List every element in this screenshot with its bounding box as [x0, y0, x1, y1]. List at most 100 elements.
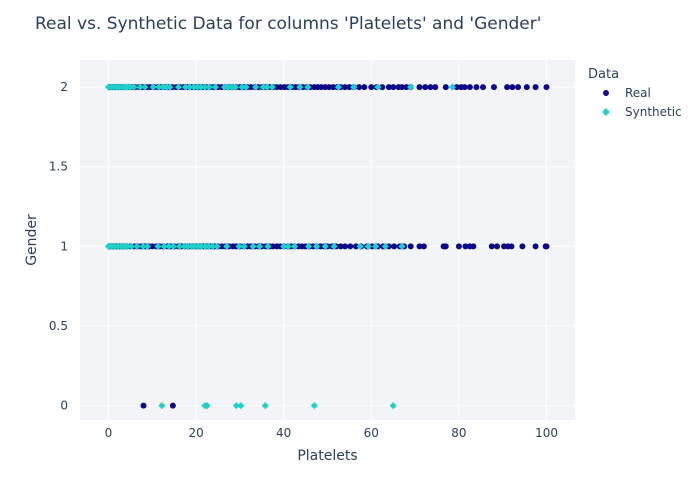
data-point-real: [342, 243, 349, 250]
data-point-synthetic: [330, 242, 338, 250]
data-point-synthetic: [197, 83, 205, 91]
data-point-real: [379, 84, 386, 91]
data-point-synthetic: [213, 242, 221, 250]
data-point-synthetic: [259, 83, 267, 91]
data-point-synthetic: [181, 83, 190, 91]
data-point-synthetic: [149, 83, 157, 91]
legend-item-real[interactable]: Real: [603, 86, 651, 100]
data-point-synthetic: [310, 402, 318, 410]
data-point-synthetic: [211, 83, 219, 91]
legend-item-synthetic[interactable]: Synthetic: [602, 105, 682, 119]
data-point-synthetic: [334, 83, 343, 91]
data-point-real: [543, 84, 550, 91]
data-point-synthetic: [205, 83, 213, 91]
data-point-synthetic: [203, 402, 211, 410]
data-point-synthetic: [252, 83, 260, 91]
x-tick-label: 100: [535, 426, 558, 440]
data-point-real: [169, 402, 176, 409]
x-tick-label: 60: [364, 426, 379, 440]
data-point-synthetic: [374, 83, 382, 91]
y-tick-label: 1.5: [49, 160, 68, 174]
data-point-synthetic: [261, 402, 269, 410]
data-point-real: [523, 84, 530, 91]
data-point-synthetic: [154, 242, 162, 250]
y-tick-label: 0.5: [49, 319, 68, 333]
data-point-real: [442, 243, 449, 250]
data-point-synthetic: [381, 242, 389, 250]
y-tick-label: 0: [60, 399, 68, 413]
legend-marker-real: [603, 90, 609, 96]
data-point-synthetic: [296, 83, 304, 91]
data-point-real: [504, 84, 511, 91]
legend-title: Data: [588, 67, 619, 82]
data-point-synthetic: [312, 242, 321, 250]
data-point-synthetic: [133, 242, 141, 250]
data-point-synthetic: [304, 83, 312, 91]
data-point-synthetic: [389, 402, 397, 410]
data-point-synthetic: [158, 402, 166, 410]
data-point-synthetic: [305, 242, 313, 250]
data-point-synthetic: [184, 242, 192, 250]
data-point-synthetic: [242, 83, 250, 91]
data-point-real: [356, 84, 363, 91]
data-point-real: [390, 84, 397, 91]
data-point-synthetic: [127, 242, 135, 250]
data-point-synthetic: [139, 242, 147, 250]
data-point-synthetic: [166, 83, 174, 91]
data-point-real: [480, 84, 487, 91]
y-tick-label: 2: [60, 80, 68, 94]
data-point-synthetic: [286, 83, 294, 91]
data-point-synthetic: [280, 242, 288, 250]
data-point-synthetic: [232, 402, 240, 410]
data-point-real: [470, 243, 477, 250]
x-tick-labels: 0 20 40 60 80 100: [105, 426, 558, 440]
x-tick-label: 40: [276, 426, 291, 440]
data-point-synthetic: [174, 83, 183, 91]
data-point-real: [462, 243, 469, 250]
data-point-real: [398, 84, 405, 91]
data-point-real: [494, 243, 501, 250]
data-point-real: [427, 84, 434, 91]
data-point-real: [342, 84, 349, 91]
data-point-synthetic: [165, 242, 173, 250]
legend: Data Real Synthetic: [588, 67, 682, 119]
data-point-synthetic: [155, 83, 163, 91]
data-point-synthetic: [448, 83, 456, 91]
data-point-synthetic: [256, 242, 264, 250]
plot-area: [80, 60, 575, 420]
legend-label-synthetic: Synthetic: [625, 105, 682, 119]
data-point-synthetic: [364, 242, 372, 250]
data-point-real: [515, 84, 522, 91]
data-point-synthetic: [350, 83, 358, 91]
data-point-synthetic: [143, 242, 152, 250]
data-point-real: [422, 84, 429, 91]
data-point-real: [361, 84, 368, 91]
data-point-synthetic: [160, 242, 168, 250]
data-point-real: [455, 243, 462, 250]
data-point-synthetic: [238, 83, 246, 91]
data-point-synthetic: [249, 242, 257, 250]
x-gridlines: [107, 60, 548, 420]
data-point-real: [432, 84, 439, 91]
chart-title: Real vs. Synthetic Data for columns 'Pla…: [35, 14, 541, 34]
data-point-synthetic: [231, 83, 240, 91]
data-point-real: [519, 243, 526, 250]
synthetic-series-points: [104, 83, 456, 410]
data-point-synthetic: [263, 83, 271, 91]
y-tick-label: 1: [60, 239, 68, 253]
data-point-synthetic: [197, 242, 205, 250]
data-point-synthetic: [224, 83, 232, 91]
data-point-real: [532, 84, 539, 91]
data-point-real: [532, 243, 539, 250]
data-point-synthetic: [356, 242, 364, 250]
data-point-synthetic: [291, 242, 299, 250]
x-tick-label: 20: [188, 426, 203, 440]
data-point-synthetic: [123, 242, 131, 250]
data-point-synthetic: [398, 242, 406, 250]
data-point-synthetic: [237, 402, 245, 410]
data-point-synthetic: [185, 83, 194, 91]
data-point-real: [442, 84, 449, 91]
data-point-real: [337, 243, 344, 250]
